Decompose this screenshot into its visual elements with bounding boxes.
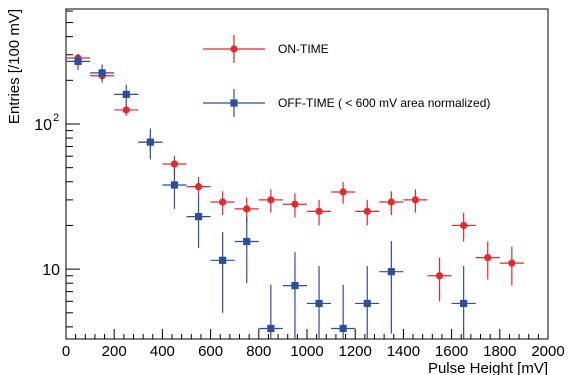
data-series bbox=[66, 53, 524, 339]
legend-marker bbox=[230, 45, 238, 53]
data-point bbox=[267, 196, 275, 204]
data-point bbox=[339, 324, 347, 333]
axis-tick-labels: 0 200 400 600 800 1000 1200 1400 1600 1800 2000 10 1… bbox=[34, 112, 564, 360]
data-point bbox=[460, 299, 468, 308]
x-tick-label: 600 bbox=[198, 343, 223, 360]
data-point bbox=[387, 268, 395, 276]
y-axis-label: Entries [/100 mV] bbox=[6, 9, 23, 124]
data-point bbox=[170, 181, 179, 189]
legend-marker bbox=[230, 99, 238, 107]
data-point bbox=[411, 196, 420, 204]
x-tick-label: 1200 bbox=[339, 343, 372, 360]
data-point bbox=[98, 69, 106, 77]
series-off-time bbox=[66, 53, 476, 339]
legend-entry: OFF-TIME ( < 600 mV area normalized) bbox=[203, 89, 490, 117]
data-point bbox=[291, 200, 299, 208]
data-point bbox=[194, 183, 203, 191]
x-tick-label: 2000 bbox=[531, 343, 564, 360]
data-point bbox=[291, 281, 299, 290]
data-point bbox=[194, 213, 203, 221]
x-tick-label: 200 bbox=[102, 343, 127, 360]
y-tick-label: 10 bbox=[34, 117, 52, 134]
data-point bbox=[315, 299, 323, 308]
data-point bbox=[339, 188, 347, 196]
x-axis-label: Pulse Height [mV] bbox=[428, 360, 548, 375]
x-tick-label: 1800 bbox=[483, 343, 516, 360]
data-point bbox=[387, 198, 395, 206]
data-point bbox=[363, 207, 371, 215]
data-point bbox=[484, 254, 492, 262]
y-tick-label: 10 bbox=[42, 262, 60, 279]
data-point bbox=[74, 57, 82, 65]
data-point bbox=[219, 198, 227, 206]
legend-entry: ON-TIME bbox=[203, 35, 329, 63]
data-point bbox=[170, 160, 179, 168]
x-tick-label: 1400 bbox=[387, 343, 420, 360]
data-point bbox=[508, 259, 516, 267]
x-tick-label: 400 bbox=[150, 343, 175, 360]
x-tick-label: 800 bbox=[246, 343, 271, 360]
data-point bbox=[146, 138, 154, 146]
data-point bbox=[122, 90, 130, 98]
y-tick-exponent: 2 bbox=[53, 112, 59, 124]
legend-label: ON-TIME bbox=[278, 42, 329, 56]
plot-frame bbox=[65, 8, 549, 340]
x-tick-label: 1600 bbox=[435, 343, 468, 360]
legend: ON-TIME OFF-TIME ( < 600 mV area normaliz… bbox=[203, 35, 490, 117]
data-point bbox=[122, 106, 130, 114]
x-tick-label: 0 bbox=[62, 343, 70, 360]
data-point bbox=[435, 272, 444, 280]
data-point bbox=[219, 256, 227, 264]
legend-label: OFF-TIME ( < 600 mV area normalized) bbox=[278, 96, 490, 110]
data-point bbox=[315, 207, 323, 215]
data-point bbox=[460, 221, 468, 230]
axis-ticks bbox=[65, 10, 549, 339]
data-point bbox=[243, 205, 251, 213]
x-tick-label: 1000 bbox=[290, 343, 323, 360]
data-point bbox=[267, 324, 275, 333]
data-point bbox=[243, 237, 251, 246]
data-point bbox=[363, 299, 371, 308]
